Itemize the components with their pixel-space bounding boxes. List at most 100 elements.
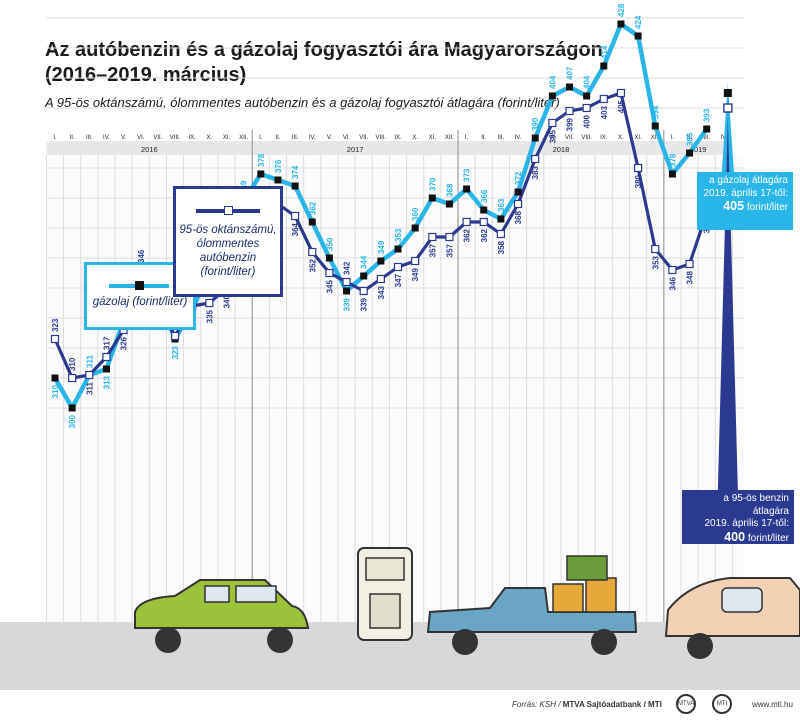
- benzin-point: [651, 244, 660, 254]
- gasoil-value-label: 378: [668, 153, 677, 167]
- month-label: XII.: [239, 135, 248, 141]
- gasoil-value-label: 390: [531, 117, 540, 131]
- month-label: XI.: [429, 135, 437, 141]
- benzin-point: [170, 331, 180, 341]
- gasoil-point: [600, 62, 608, 70]
- month-label: VII.: [565, 135, 574, 141]
- benzin-value-label: 340: [223, 294, 232, 308]
- pickup-wheel: [591, 629, 617, 655]
- legend-gasoil-label: gázolaj (forint/liter): [92, 296, 188, 308]
- benzin-value-label: 357: [445, 243, 454, 257]
- gasoil-value-label: 424: [634, 15, 643, 29]
- gasoil-point: [274, 176, 282, 184]
- year-label: 2018: [553, 145, 570, 154]
- gasoil-value-label: 363: [497, 198, 506, 212]
- gasoil-point: [377, 257, 385, 265]
- gasoil-point: [308, 218, 316, 226]
- plot-area: [46, 155, 744, 622]
- gasoil-point: [583, 92, 591, 100]
- benzin-value-label: 323: [51, 318, 60, 332]
- gasoil-value-label: 339: [343, 297, 352, 311]
- benzin-value-label: 311: [85, 381, 94, 394]
- gasoil-value-label: 407: [566, 66, 575, 80]
- month-label: VI.: [137, 135, 145, 141]
- gasoil-value-label: 385: [686, 132, 695, 146]
- benzin-value-label: 405: [617, 99, 626, 113]
- gasoil-value-label: 428: [617, 3, 626, 17]
- benzin-value-label: 403: [600, 105, 609, 119]
- gasoil-point: [325, 254, 333, 262]
- green-car-window: [204, 585, 230, 603]
- gasoil-point: [548, 92, 556, 100]
- benzin-point: [325, 268, 334, 278]
- callout-gasoil: a gázolaj átlagára 2019. április 17-től:…: [697, 172, 793, 230]
- month-label: II.: [70, 135, 75, 141]
- green-car-wheel: [155, 627, 181, 653]
- month-label: I.: [53, 135, 57, 141]
- gasoil-point: [68, 404, 76, 412]
- benzin-point: [85, 370, 94, 380]
- benzin-point: [291, 211, 300, 221]
- month-label: II.: [275, 135, 280, 141]
- gasoil-announced-point: [723, 89, 732, 97]
- month-label: VI.: [549, 135, 557, 141]
- month-label: III.: [86, 135, 93, 141]
- callout-benzin-value: 400: [724, 529, 746, 544]
- gasoil-point: [668, 170, 676, 178]
- benzin-point: [565, 106, 574, 116]
- benzin-value-label: 346: [137, 249, 146, 263]
- month-label: X.: [412, 135, 418, 141]
- month-label: VIII.: [170, 135, 181, 141]
- year-band: [252, 141, 459, 155]
- month-label: II.: [481, 135, 486, 141]
- benzin-value-label: 357: [428, 243, 437, 257]
- month-label: IV.: [515, 135, 522, 141]
- year-band: [663, 141, 733, 155]
- gasoil-point: [497, 215, 505, 223]
- mti-logo: MTI: [712, 694, 732, 714]
- gasoil-value-label: 323: [171, 345, 180, 359]
- legend-benzin-marker: [224, 206, 233, 215]
- benzin-point: [205, 298, 214, 308]
- gasoil-value-label: 372: [514, 171, 523, 185]
- benzin-announced-point: [723, 103, 733, 113]
- gasoil-value-label: 370: [428, 177, 437, 191]
- callout-benzin-line2: 2019. április 17-től:: [704, 518, 790, 529]
- gasoil-value-label: 360: [411, 207, 420, 221]
- benzin-value-label: 310: [68, 357, 77, 371]
- source-agency: MTVA Sajtóadatbank / MTI: [562, 700, 662, 709]
- benzin-point: [668, 265, 677, 275]
- gasoil-value-label: 310: [51, 384, 60, 398]
- gasoil-value-label: 366: [480, 189, 489, 203]
- month-label: III.: [292, 135, 299, 141]
- gasoil-value-label: 368: [445, 183, 454, 197]
- gasoil-point: [428, 194, 436, 202]
- gasoil-point: [394, 245, 402, 253]
- gasoil-value-label: 313: [102, 375, 111, 389]
- pickup-luggage: [566, 555, 608, 581]
- month-label: IV.: [309, 135, 316, 141]
- year-label: 2016: [141, 145, 158, 154]
- month-label: VIII.: [376, 135, 387, 141]
- green-car-illustration: [134, 579, 310, 653]
- month-label: IV.: [720, 135, 727, 141]
- title-line-2: (2016–2019. március): [45, 64, 247, 86]
- benzin-value-label: 368: [514, 210, 523, 224]
- callout-benzin: a 95-ös benzin átlagára 2019. április 17…: [682, 490, 794, 544]
- pickup-luggage: [585, 577, 617, 613]
- legend-gasoil-marker: [135, 281, 144, 290]
- pickup-luggage: [552, 583, 584, 613]
- gasoil-value-label: 311: [85, 355, 94, 368]
- month-label: I.: [259, 135, 263, 141]
- month-label: X.: [618, 135, 624, 141]
- benzin-point: [513, 199, 523, 209]
- blue-pickup-illustration: [426, 555, 638, 655]
- benzin-value-label: 362: [463, 228, 472, 242]
- year-label: 2019: [690, 145, 707, 154]
- gasoil-value-label: 350: [325, 237, 334, 251]
- source-prefix: Forrás: KSH /: [512, 700, 563, 709]
- month-label: I.: [465, 135, 469, 141]
- gasoil-point: [617, 20, 625, 28]
- year-band: [46, 141, 253, 155]
- year-label: 2017: [347, 145, 364, 154]
